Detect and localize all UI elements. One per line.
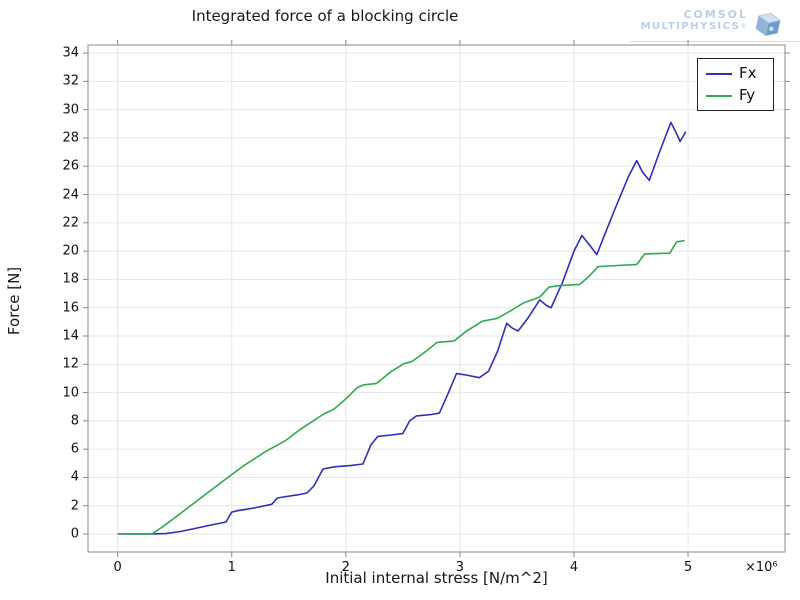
- x-axis-exponent: ×10⁶: [745, 560, 778, 575]
- y-tick-label: 0: [70, 526, 79, 542]
- y-tick-label: 6: [70, 441, 79, 457]
- y-tick-label: 20: [62, 243, 79, 259]
- data-series: [117, 121, 687, 535]
- y-tick-label: 14: [62, 328, 79, 344]
- y-tick-label: 26: [62, 158, 79, 174]
- logo-divider-line: [630, 41, 800, 42]
- fy-line-sample: [706, 94, 732, 97]
- x-axis-title: Initial internal stress [N/m^2]: [325, 569, 548, 587]
- y-tick-label: 18: [62, 271, 79, 287]
- comsol-logo-line2: MULTIPHYSICS®: [640, 21, 748, 32]
- y-tick-label: 8: [70, 413, 79, 429]
- comsol-logo-line1: COMSOL: [683, 8, 748, 21]
- trademark-symbol: ®: [740, 23, 748, 30]
- gridlines: [88, 45, 785, 552]
- legend-label-fy: Fy: [739, 86, 756, 104]
- y-tick-label: 28: [62, 130, 79, 146]
- comsol-cube-icon: [755, 12, 781, 37]
- x-tick-label: 0: [113, 560, 122, 575]
- x-tick-label: 5: [683, 560, 693, 575]
- y-tick-label: 32: [62, 73, 79, 89]
- legend-label-fx: Fx: [739, 64, 757, 82]
- plot-frame: [87, 44, 786, 553]
- x-tick-label: 2: [341, 560, 350, 575]
- fx-line-sample: [706, 72, 732, 75]
- comsol-logo-text: COMSOL MULTIPHYSICS®: [641, 9, 748, 33]
- legend-item-fy: Fy: [698, 88, 773, 103]
- y-axis-title: Force [N]: [5, 266, 23, 336]
- x-tick-label: 1: [227, 560, 236, 575]
- legend-item-fx: Fx: [698, 66, 773, 81]
- y-tick-label: 34: [62, 45, 79, 61]
- y-tick-label: 12: [62, 356, 79, 372]
- chart-title: Integrated force of a blocking circle: [191, 7, 459, 25]
- y-tick-label: 16: [62, 300, 79, 316]
- series-line-fy: [117, 239, 685, 535]
- y-tick-label: 22: [62, 215, 79, 231]
- y-tick-label: 10: [62, 385, 79, 401]
- legend: Fx Fy: [697, 58, 774, 111]
- tick-marks: [83, 40, 790, 557]
- y-tick-label: 24: [62, 187, 79, 203]
- x-tick-label: 3: [455, 560, 465, 575]
- series-line-fx: [117, 121, 687, 535]
- x-tick-label: 4: [569, 560, 579, 575]
- comsol-logo: COMSOL MULTIPHYSICS®: [618, 6, 788, 40]
- y-tick-label: 2: [70, 498, 79, 514]
- y-tick-label: 4: [70, 469, 79, 485]
- y-tick-label: 30: [62, 102, 79, 118]
